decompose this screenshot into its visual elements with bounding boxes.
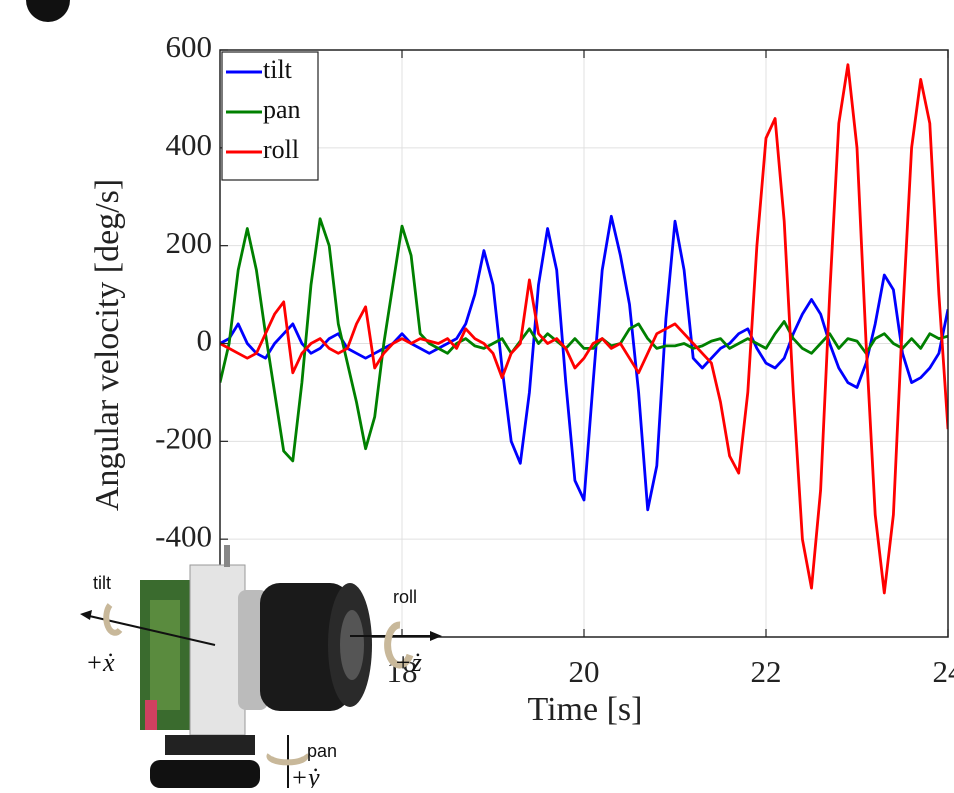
tilt-rotation — [106, 605, 120, 633]
annotation: +ẋ — [85, 648, 115, 677]
annotation: +ż — [394, 648, 422, 677]
annotation: pan — [307, 741, 337, 761]
connector — [145, 700, 157, 730]
lens-glass — [340, 610, 364, 680]
screw — [224, 545, 230, 567]
x-tick-label: 20 — [569, 654, 600, 689]
legend-label: roll — [263, 135, 299, 164]
y-tick-label: -200 — [155, 420, 212, 455]
legend-label: tilt — [263, 55, 293, 84]
tripod — [150, 760, 260, 788]
y-tick-label: 600 — [166, 29, 213, 64]
y-tick-label: 400 — [166, 127, 213, 162]
corner-mark — [26, 0, 70, 22]
x-axis-label: Time [s] — [528, 691, 643, 728]
y-tick-label: 200 — [166, 225, 213, 260]
x-tick-label: 22 — [751, 654, 782, 689]
y-axis-label: Angular velocity [deg/s] — [89, 179, 126, 511]
legend: tilt pan roll — [222, 52, 318, 180]
roll-arrow — [430, 631, 442, 641]
annotation: +ẏ — [290, 763, 320, 788]
annotation: roll — [393, 587, 417, 607]
legend-label: pan — [263, 95, 301, 124]
mount-base — [165, 735, 255, 755]
camera-body — [190, 565, 245, 735]
tilt-arrow — [80, 610, 92, 620]
annotation: tilt — [93, 573, 111, 593]
y-tick-label: 0 — [197, 323, 213, 358]
x-tick-label: 24 — [933, 654, 954, 689]
y-tick-label: -400 — [155, 518, 212, 553]
pcb-chip — [150, 600, 180, 710]
